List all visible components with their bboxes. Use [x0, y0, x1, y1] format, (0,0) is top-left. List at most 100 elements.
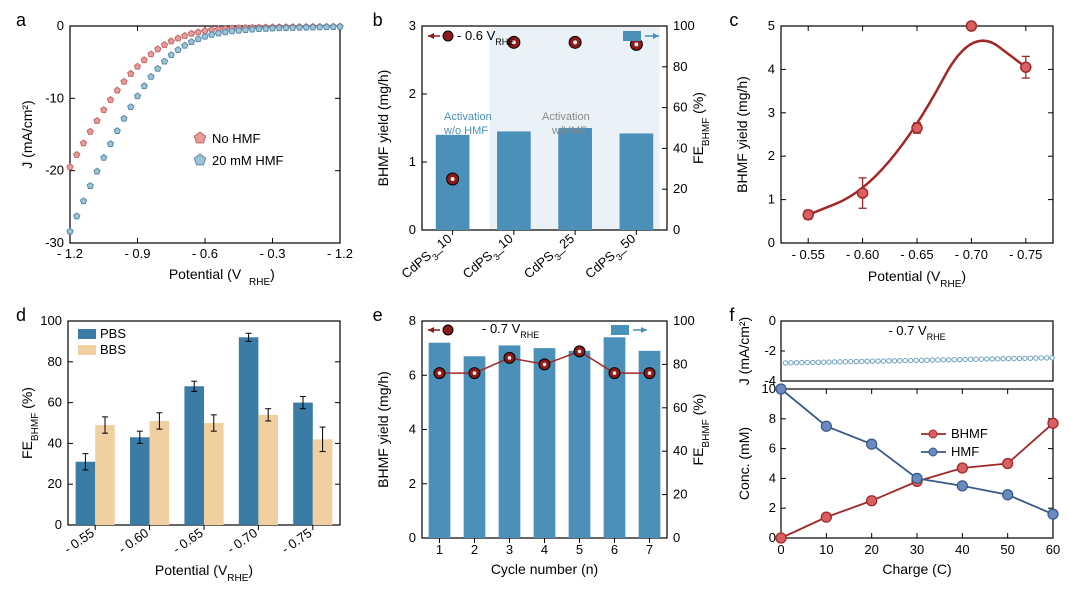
svg-text:Charge (C): Charge (C) [883, 561, 952, 577]
svg-text:- 0.70: - 0.70 [955, 247, 988, 262]
svg-text:100: 100 [673, 18, 695, 33]
svg-text:0: 0 [769, 530, 776, 545]
panel-label-f: f [729, 305, 734, 326]
svg-text:40: 40 [955, 542, 969, 557]
panel-label-c: c [729, 10, 738, 31]
svg-text:No HMF: No HMF [212, 131, 260, 146]
svg-text:CdPS3_10: CdPS3_10 [398, 231, 457, 285]
chart-e: 02468020406080100BHMF yield (mg/h)FEBHMF… [367, 303, 712, 595]
svg-text:4: 4 [408, 422, 415, 437]
svg-text:80: 80 [673, 356, 687, 371]
svg-text:0: 0 [673, 222, 680, 237]
svg-text:60: 60 [673, 100, 687, 115]
svg-text:BHMF yield (mg/h): BHMF yield (mg/h) [375, 371, 391, 488]
svg-text:BHMF yield (mg/h): BHMF yield (mg/h) [375, 70, 391, 187]
svg-text:8: 8 [408, 313, 415, 328]
svg-text:8: 8 [769, 411, 776, 426]
svg-text:-10: -10 [45, 90, 64, 105]
panel-f: f -4-20J (mA/cm²)- 0.7 VRHE0246810010203… [723, 303, 1070, 598]
svg-text:J (mA/cm²): J (mA/cm²) [736, 317, 752, 385]
chart-a: - 1.2- 0.9- 0.6- 0.3- 1.2-30-20-100Poten… [10, 8, 355, 300]
svg-text:60: 60 [48, 395, 62, 410]
svg-text:- 1.2: - 1.2 [327, 246, 353, 261]
svg-text:10: 10 [762, 381, 776, 396]
svg-text:20: 20 [865, 542, 879, 557]
svg-text:Potential (VRHE): Potential (VRHE) [155, 562, 253, 584]
svg-text:20: 20 [673, 181, 687, 196]
svg-text:40: 40 [673, 140, 687, 155]
svg-text:80: 80 [48, 354, 62, 369]
svg-text:3: 3 [506, 542, 513, 557]
panel-label-a: a [16, 10, 26, 31]
panel-label-d: d [16, 305, 26, 326]
svg-text:Potential (VRHE): Potential (VRHE) [868, 268, 966, 290]
svg-text:CdPS3_25: CdPS3_25 [521, 231, 580, 285]
svg-text:Activation: Activation [444, 111, 492, 123]
svg-text:- 0.65: - 0.65 [901, 247, 934, 262]
svg-text:3: 3 [768, 105, 775, 120]
svg-text:- 0.75: - 0.75 [1010, 247, 1043, 262]
svg-text:w/o HMF: w/o HMF [443, 125, 488, 137]
svg-text:Activation: Activation [542, 111, 590, 123]
svg-text:PBS: PBS [100, 326, 126, 341]
svg-text:- 0.7 VRHE: - 0.7 VRHE [482, 321, 539, 340]
svg-text:100: 100 [40, 313, 62, 328]
svg-text:- 0.6: - 0.6 [192, 246, 218, 261]
svg-text:6: 6 [611, 542, 618, 557]
svg-text:6: 6 [769, 441, 776, 456]
svg-text:4: 4 [769, 470, 776, 485]
panel-e: e 02468020406080100BHMF yield (mg/h)FEBH… [367, 303, 714, 598]
svg-text:20 mM HMF: 20 mM HMF [212, 153, 284, 168]
svg-text:100: 100 [673, 313, 695, 328]
svg-text:1: 1 [436, 542, 443, 557]
svg-text:- 0.70: - 0.70 [224, 525, 260, 556]
svg-text:CdPS3_50: CdPS3_50 [582, 231, 641, 285]
svg-text:BHMF yield (mg/h): BHMF yield (mg/h) [734, 76, 750, 193]
svg-text:FEBHMF (%): FEBHMF (%) [690, 92, 712, 164]
svg-text:Potential (V: Potential (V [169, 266, 242, 282]
svg-text:4: 4 [541, 542, 548, 557]
svg-text:5: 5 [768, 18, 775, 33]
panel-d: d 020406080100- 0.55- 0.60- 0.65- 0.70- … [10, 303, 357, 598]
svg-text:- 0.55: - 0.55 [61, 525, 97, 556]
svg-text:4: 4 [768, 61, 775, 76]
svg-text:0: 0 [778, 542, 785, 557]
panel-b: b 0123020406080100BHMF yield (mg/h)FEBHM… [367, 8, 714, 303]
svg-text:2: 2 [408, 86, 415, 101]
svg-text:0: 0 [57, 18, 64, 33]
svg-text:2: 2 [768, 148, 775, 163]
svg-text:BBS: BBS [100, 342, 126, 357]
svg-text:2: 2 [769, 500, 776, 515]
svg-text:BHMF: BHMF [951, 426, 988, 441]
svg-text:0: 0 [55, 517, 62, 532]
chart-c: 012345- 0.55- 0.60- 0.65- 0.70- 0.75BHMF… [723, 8, 1068, 300]
svg-text:CdPS3_10: CdPS3_10 [459, 231, 518, 285]
svg-text:3: 3 [408, 18, 415, 33]
svg-text:- 0.3: - 0.3 [259, 246, 285, 261]
svg-text:FEBHMF (%): FEBHMF (%) [19, 387, 41, 459]
svg-text:2: 2 [408, 476, 415, 491]
svg-text:- 0.60: - 0.60 [846, 247, 879, 262]
svg-text:7: 7 [646, 542, 653, 557]
chart-f: -4-20J (mA/cm²)- 0.7 VRHE024681001020304… [723, 303, 1068, 595]
svg-text:Conc. (mM): Conc. (mM) [736, 427, 752, 500]
svg-text:FEBHMF (%): FEBHMF (%) [690, 394, 712, 466]
svg-text:2: 2 [471, 542, 478, 557]
svg-text:60: 60 [673, 400, 687, 415]
panel-label-b: b [373, 10, 383, 31]
svg-text:40: 40 [673, 443, 687, 458]
svg-text:- 0.7 VRHE: - 0.7 VRHE [889, 323, 946, 342]
svg-text:6: 6 [408, 367, 415, 382]
svg-text:- 0.75: - 0.75 [279, 525, 315, 556]
svg-text:RHE): RHE) [249, 266, 275, 288]
chart-d: 020406080100- 0.55- 0.60- 0.65- 0.70- 0.… [10, 303, 355, 595]
svg-text:1: 1 [768, 192, 775, 207]
svg-text:50: 50 [1001, 542, 1015, 557]
svg-text:80: 80 [673, 59, 687, 74]
svg-text:0: 0 [769, 313, 776, 328]
panel-c: c 012345- 0.55- 0.60- 0.65- 0.70- 0.75BH… [723, 8, 1070, 303]
svg-text:- 0.60: - 0.60 [115, 525, 151, 556]
svg-text:-30: -30 [45, 235, 64, 250]
svg-text:10: 10 [819, 542, 833, 557]
svg-text:30: 30 [910, 542, 924, 557]
